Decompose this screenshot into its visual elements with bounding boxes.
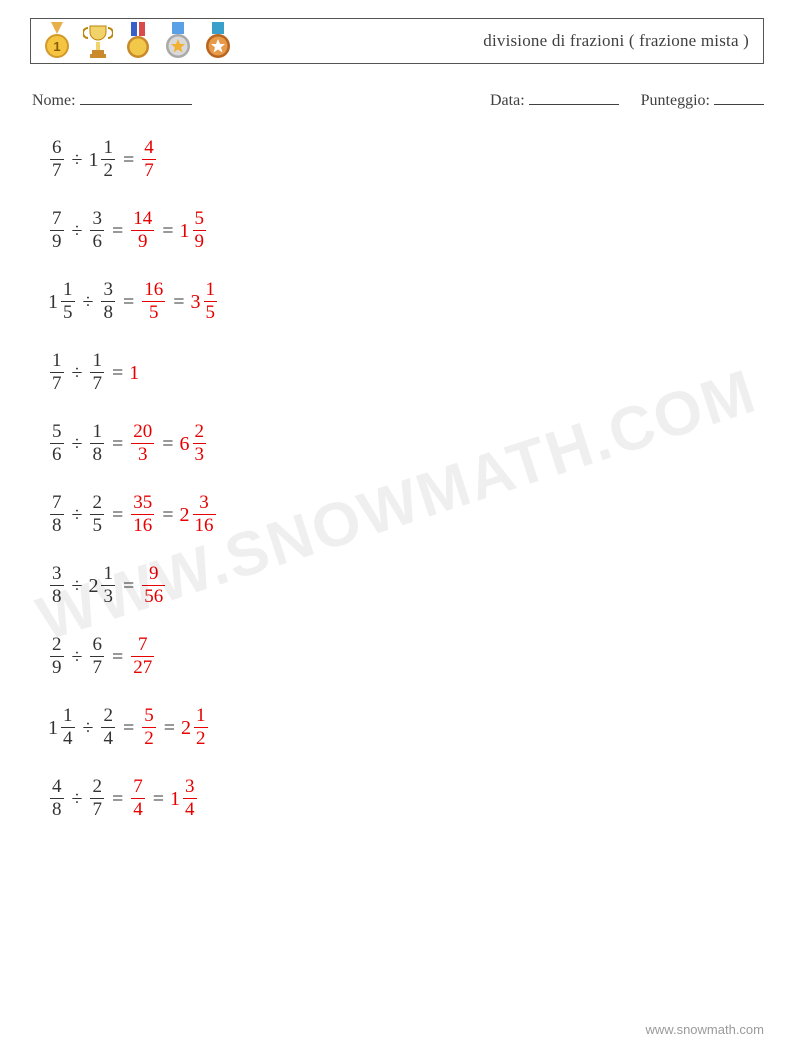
divide-operator: ÷ [72,647,83,667]
problem-row: 78 ÷ 25 = 3516 = 2316 [48,493,764,536]
divide-operator: ÷ [72,434,83,454]
equals-sign: = [123,150,134,170]
fraction: 3516 [131,493,154,536]
fraction: 56 [50,422,64,465]
fraction: 18 [90,422,104,465]
fraction: 79 [50,209,64,252]
divide-operator: ÷ [72,576,83,596]
divide-operator: ÷ [83,718,94,738]
mixed-fraction: 112 [88,138,117,181]
fraction: 47 [142,138,156,181]
problem-row: 48 ÷ 27 = 74 = 134 [48,777,764,820]
mixed-fraction: 623 [180,422,209,465]
fraction: 48 [50,777,64,820]
problem-row: 115 ÷ 38 = 165 = 315 [48,280,764,323]
header-box: 1 divisione di frazioni ( frazione mista… [30,18,764,64]
equals-sign: = [112,221,123,241]
fraction: 38 [50,564,64,607]
equals-sign: = [112,363,123,383]
equals-sign: = [162,434,173,454]
fraction: 38 [101,280,115,323]
equals-sign: = [112,647,123,667]
fraction: 956 [142,564,165,607]
divide-operator: ÷ [72,789,83,809]
mixed-fraction: 115 [48,280,77,323]
fraction: 165 [142,280,165,323]
fraction: 17 [90,351,104,394]
fraction: 727 [131,635,154,678]
fraction: 203 [131,422,154,465]
name-blank[interactable] [80,90,192,105]
fraction: 25 [90,493,104,536]
mixed-fraction: 114 [48,706,77,749]
footer-url: www.snowmath.com [646,1022,764,1037]
problem-row: 79 ÷ 36 = 149 = 159 [48,209,764,252]
equals-sign: = [123,292,134,312]
equals-sign: = [173,292,184,312]
fraction: 17 [50,351,64,394]
fraction: 29 [50,635,64,678]
divide-operator: ÷ [83,292,94,312]
fraction: 52 [142,706,156,749]
star-medal-2-icon [163,22,193,60]
equals-sign: = [162,221,173,241]
fraction: 27 [90,777,104,820]
divide-operator: ÷ [72,150,83,170]
fraction: 24 [101,706,115,749]
problem-row: 17 ÷ 17 = 1 [48,351,764,394]
equals-sign: = [164,718,175,738]
problem-row: 67 ÷112 = 47 [48,138,764,181]
divide-operator: ÷ [72,505,83,525]
fraction: 78 [50,493,64,536]
mixed-fraction: 315 [191,280,220,323]
equals-sign: = [153,789,164,809]
mixed-fraction: 159 [180,209,209,252]
fraction: 149 [131,209,154,252]
problems-list: 67÷112=4779÷36=149=159115÷38=165=31517÷1… [30,138,764,820]
name-label: Nome: [32,92,76,109]
mixed-fraction: 2316 [180,493,218,536]
worksheet-title: divisione di frazioni ( frazione mista ) [483,31,749,51]
fraction: 67 [90,635,104,678]
date-label: Data: [490,92,525,109]
mixed-fraction: 213 [88,564,117,607]
mixed-fraction: 212 [181,706,210,749]
date-blank[interactable] [529,90,619,105]
mixed-fraction: 134 [170,777,199,820]
equals-sign: = [123,718,134,738]
problem-row: 56 ÷ 18 = 203 = 623 [48,422,764,465]
fraction: 74 [131,777,145,820]
problem-row: 114 ÷ 24 = 52 = 212 [48,706,764,749]
info-row: Nome: Data: Punteggio: [30,90,764,110]
star-medal-3-icon [203,22,233,60]
divide-operator: ÷ [72,221,83,241]
fraction: 36 [90,209,104,252]
divide-operator: ÷ [72,363,83,383]
gold-medal-1-icon: 1 [41,22,73,60]
score-label: Punteggio: [641,92,710,109]
equals-sign: = [112,505,123,525]
integer: 1 [129,362,139,384]
equals-sign: = [162,505,173,525]
score-blank[interactable] [714,90,764,105]
problem-row: 38 ÷213 = 956 [48,564,764,607]
ribbon-medal-icon [123,22,153,60]
equals-sign: = [123,576,134,596]
trophy-icon [83,22,113,60]
medal-row: 1 [41,22,233,60]
equals-sign: = [112,434,123,454]
equals-sign: = [112,789,123,809]
fraction: 67 [50,138,64,181]
svg-text:1: 1 [53,39,60,54]
problem-row: 29 ÷ 67 = 727 [48,635,764,678]
